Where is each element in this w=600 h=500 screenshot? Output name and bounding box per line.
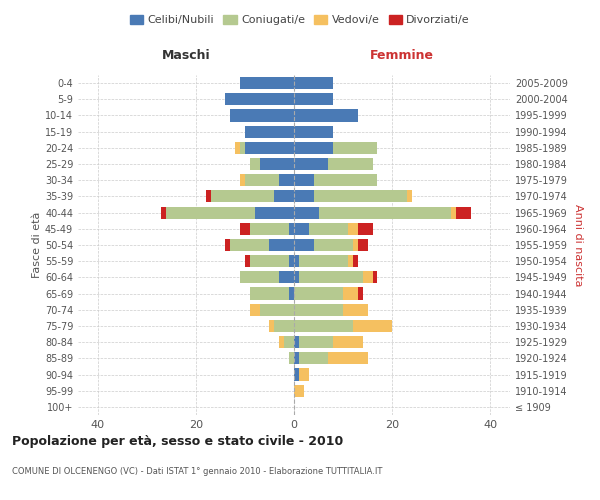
Bar xyxy=(294,368,299,380)
Bar xyxy=(245,174,279,186)
Text: COMUNE DI OLCENENGO (VC) - Dati ISTAT 1° gennaio 2010 - Elaborazione TUTTITALIA.: COMUNE DI OLCENENGO (VC) - Dati ISTAT 1°… xyxy=(12,468,382,476)
Bar xyxy=(294,206,319,218)
Bar xyxy=(294,255,299,268)
Bar xyxy=(333,336,363,348)
Bar xyxy=(343,288,358,300)
Bar xyxy=(245,126,294,138)
Bar xyxy=(294,190,314,202)
Bar xyxy=(294,77,333,89)
Bar xyxy=(250,222,289,235)
Bar xyxy=(299,336,333,348)
Bar xyxy=(314,239,353,251)
Bar xyxy=(314,174,377,186)
Bar xyxy=(260,158,294,170)
Bar xyxy=(225,239,230,251)
Bar xyxy=(255,206,294,218)
Bar xyxy=(299,368,309,380)
Bar xyxy=(240,222,250,235)
Bar xyxy=(328,352,368,364)
Bar xyxy=(294,239,314,251)
Bar xyxy=(299,272,363,283)
Bar xyxy=(230,110,294,122)
Bar xyxy=(161,206,166,218)
Y-axis label: Anni di nascita: Anni di nascita xyxy=(573,204,583,286)
Bar xyxy=(230,239,269,251)
Bar xyxy=(407,190,412,202)
Bar xyxy=(373,272,377,283)
Bar xyxy=(245,255,250,268)
Bar xyxy=(289,255,294,268)
Bar xyxy=(456,206,471,218)
Bar xyxy=(294,126,333,138)
Bar xyxy=(353,320,392,332)
Bar xyxy=(348,222,358,235)
Bar xyxy=(240,142,245,154)
Bar xyxy=(225,93,294,106)
Bar xyxy=(294,384,304,397)
Y-axis label: Fasce di età: Fasce di età xyxy=(32,212,42,278)
Bar xyxy=(235,142,240,154)
Bar xyxy=(348,255,353,268)
Bar xyxy=(250,255,289,268)
Bar xyxy=(240,77,294,89)
Bar xyxy=(328,158,373,170)
Text: Femmine: Femmine xyxy=(370,49,434,62)
Bar xyxy=(363,272,373,283)
Bar xyxy=(294,222,309,235)
Bar xyxy=(299,255,348,268)
Text: Popolazione per età, sesso e stato civile - 2010: Popolazione per età, sesso e stato civil… xyxy=(12,435,343,448)
Bar xyxy=(289,222,294,235)
Bar xyxy=(294,288,343,300)
Bar xyxy=(294,174,314,186)
Text: Maschi: Maschi xyxy=(161,49,211,62)
Bar xyxy=(269,239,294,251)
Bar xyxy=(294,158,328,170)
Bar xyxy=(284,336,294,348)
Bar xyxy=(294,110,358,122)
Bar xyxy=(289,352,294,364)
Bar xyxy=(294,93,333,106)
Bar xyxy=(250,158,260,170)
Bar xyxy=(343,304,368,316)
Bar xyxy=(314,190,407,202)
Bar xyxy=(319,206,451,218)
Bar xyxy=(353,239,358,251)
Bar xyxy=(358,222,373,235)
Bar xyxy=(294,320,353,332)
Bar xyxy=(289,288,294,300)
Bar xyxy=(294,272,299,283)
Bar xyxy=(294,336,299,348)
Bar xyxy=(211,190,274,202)
Bar xyxy=(250,304,260,316)
Bar xyxy=(166,206,255,218)
Bar xyxy=(309,222,348,235)
Bar xyxy=(358,288,363,300)
Bar xyxy=(274,320,294,332)
Bar xyxy=(245,142,294,154)
Bar xyxy=(260,304,294,316)
Bar xyxy=(240,272,279,283)
Bar xyxy=(358,239,368,251)
Bar xyxy=(451,206,456,218)
Bar xyxy=(279,272,294,283)
Bar xyxy=(206,190,211,202)
Bar xyxy=(333,142,377,154)
Bar xyxy=(294,352,299,364)
Bar xyxy=(353,255,358,268)
Bar xyxy=(250,288,289,300)
Bar xyxy=(294,142,333,154)
Bar xyxy=(279,336,284,348)
Bar xyxy=(279,174,294,186)
Bar xyxy=(274,190,294,202)
Bar xyxy=(240,174,245,186)
Bar xyxy=(294,304,343,316)
Bar xyxy=(269,320,274,332)
Bar xyxy=(299,352,328,364)
Legend: Celibi/Nubili, Coniugati/e, Vedovi/e, Divorziati/e: Celibi/Nubili, Coniugati/e, Vedovi/e, Di… xyxy=(125,10,475,30)
